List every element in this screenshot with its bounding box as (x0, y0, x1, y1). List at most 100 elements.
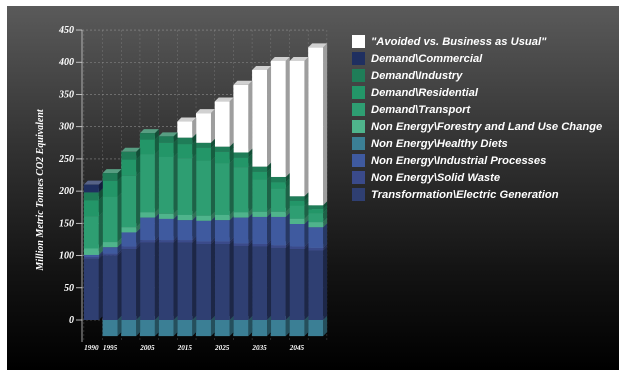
legend-swatch (352, 137, 365, 150)
bar-front (289, 223, 305, 247)
bar-front (177, 240, 193, 243)
bar-side (248, 239, 253, 246)
bar-front (270, 320, 286, 337)
bar-side (248, 208, 253, 218)
bar-top (177, 117, 197, 122)
bar-2035-avoided-vs-business-as-usual (252, 65, 272, 167)
bar-front (121, 227, 137, 233)
bar-front (196, 147, 211, 161)
bar-side (210, 237, 215, 244)
bar-2030-non-energy-industrial-processes (233, 213, 253, 244)
bar-front (233, 84, 249, 153)
chart-panel: 0 50 100 150 200 250 300 350 400 450 1990 1995 2005… (7, 6, 619, 370)
bar-2000-demand-industry (121, 147, 141, 160)
bar-2040-avoided-vs-business-as-usual (270, 56, 290, 177)
bar-side (173, 132, 178, 143)
bar-side (117, 169, 122, 181)
legend-item-transformation-electric-generation: Transformation\Electric Generation (352, 186, 602, 203)
bar-side (267, 207, 272, 217)
legend-label: Non Energy\Industrial Processes (371, 154, 547, 167)
bar-front (308, 247, 324, 251)
bar-front (252, 216, 268, 244)
bar-front (196, 113, 211, 143)
bar-front (83, 192, 99, 201)
bar-side (285, 178, 290, 189)
bar-1990-demand-commercial (83, 180, 103, 193)
bar-front (121, 175, 137, 228)
bar-side (210, 156, 215, 216)
bar-side (267, 162, 272, 172)
bar-front (83, 248, 99, 255)
bar-side (285, 243, 290, 320)
bar-side (136, 316, 141, 337)
bar-side (210, 143, 215, 161)
bar-front (177, 242, 193, 320)
bar-side (267, 239, 272, 247)
bar-front (233, 217, 249, 244)
bar-side (267, 316, 272, 337)
bar-front (121, 159, 137, 176)
bar-2035-transformation-electric-generation (252, 242, 272, 320)
bar-top (139, 129, 159, 134)
bar-front (102, 320, 118, 337)
bar-1990-demand-transport (83, 212, 103, 249)
bar-side (210, 239, 215, 320)
bar-front (214, 220, 230, 242)
bar-side (323, 218, 328, 228)
bar-side (267, 65, 272, 167)
bar-front (289, 249, 305, 320)
bar-side (154, 213, 159, 241)
bar-side (285, 56, 290, 177)
bar-front (139, 212, 155, 218)
bar-2000-transformation-electric-generation (121, 245, 141, 320)
bar-side (154, 135, 159, 155)
bar-side (304, 201, 309, 219)
bar-front (270, 245, 286, 248)
bar-2050-transformation-electric-generation (308, 246, 328, 320)
bar-front (289, 320, 305, 337)
bar-top (270, 56, 290, 61)
bar-side (117, 192, 122, 243)
legend-swatch (352, 103, 365, 116)
bar-side (229, 216, 234, 242)
bar-front (270, 60, 286, 177)
bar-front (233, 212, 249, 218)
bar-front (139, 217, 155, 241)
bar-side (98, 244, 103, 255)
bar-front (102, 255, 118, 320)
bar-front (139, 242, 155, 320)
bar-top (233, 80, 253, 85)
bar-side (192, 133, 197, 145)
bar-side (154, 316, 159, 337)
bar-side (192, 210, 197, 221)
y-tick-label-200: 200 (58, 186, 74, 197)
bar-front (252, 166, 268, 172)
y-tick-label-50: 50 (64, 283, 74, 294)
bar-side (117, 176, 122, 197)
bar-side (192, 117, 197, 138)
y-tick-label-300: 300 (58, 122, 74, 133)
bar-side (248, 153, 253, 168)
legend-label: Transformation\Electric Generation (371, 188, 559, 201)
bar-top (252, 65, 272, 70)
bar-side (285, 172, 290, 183)
bar-front (158, 240, 174, 243)
bar-front (308, 227, 324, 248)
bar-side (229, 237, 234, 244)
bar-side (229, 147, 234, 164)
bar-2015-transformation-electric-generation (177, 238, 197, 320)
bar-front (158, 218, 174, 241)
bar-2005-transformation-electric-generation (139, 238, 159, 320)
bar-front (252, 179, 268, 212)
bar-front (196, 241, 211, 244)
bar-2045-avoided-vs-business-as-usual (289, 56, 309, 197)
bar-side (210, 109, 215, 143)
bar-side (248, 316, 253, 337)
bar-side (229, 239, 234, 320)
bar-2020-non-energy-industrial-processes (196, 216, 215, 242)
bar-front (214, 241, 230, 244)
bar-front (158, 242, 174, 320)
bar-2015-demand-transport (177, 154, 197, 215)
bar-2000-demand-transport (121, 171, 141, 228)
bar-front (102, 180, 118, 197)
